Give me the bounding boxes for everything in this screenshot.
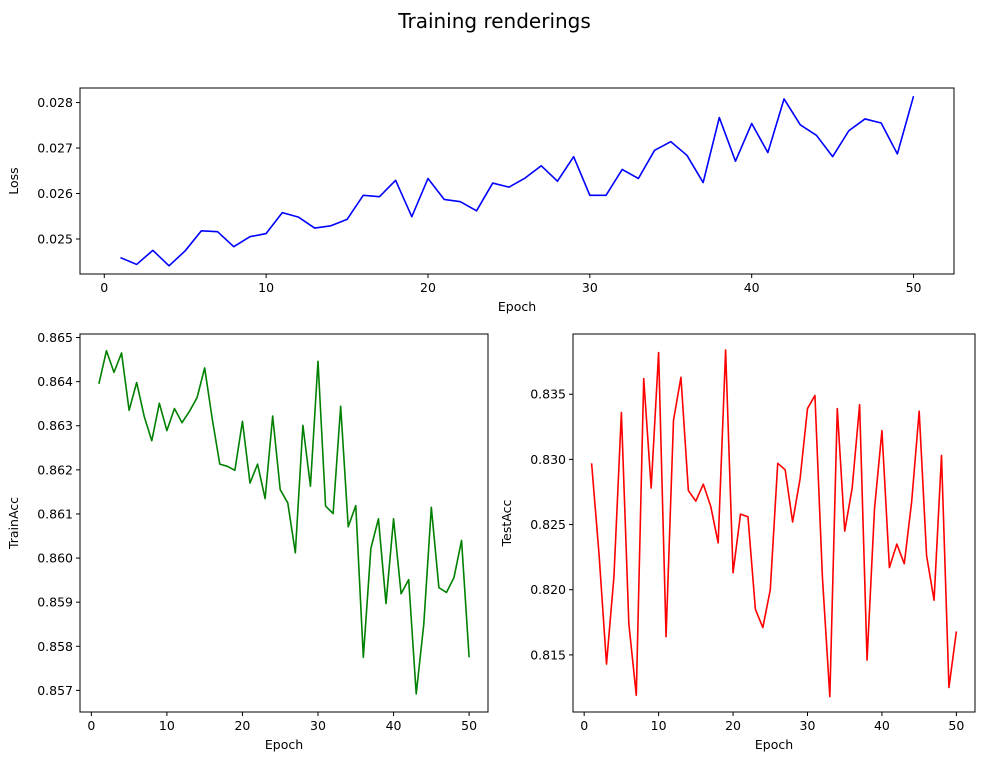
test-acc-xtick-label: 50 bbox=[948, 718, 964, 733]
loss-series-line bbox=[120, 95, 915, 267]
train-acc-xtick-label: 40 bbox=[386, 718, 402, 733]
train-acc-xtick-label: 20 bbox=[234, 718, 250, 733]
test-acc-series-line bbox=[590, 349, 958, 698]
train-acc-ytick-label: 0.860 bbox=[37, 551, 73, 566]
test-acc-ytick-label: 0.825 bbox=[530, 517, 566, 532]
train-acc-ytick-label: 0.858 bbox=[37, 639, 73, 654]
train-acc-xtick-label: 10 bbox=[159, 718, 175, 733]
test-acc-xtick-label: 30 bbox=[800, 718, 816, 733]
train-acc-ytick-label: 0.861 bbox=[37, 506, 73, 521]
test-acc-ylabel: TestAcc bbox=[499, 500, 514, 548]
test-acc-xtick-label: 10 bbox=[651, 718, 667, 733]
test-acc-ytick-label: 0.835 bbox=[530, 387, 566, 402]
loss-ytick-label: 0.026 bbox=[37, 186, 73, 201]
plot-train-acc: 0 10 20 30 40 50 0.857 0.858 0.859 0.860 0.861 0.86… bbox=[6, 330, 489, 752]
loss-xtick-label: 40 bbox=[744, 280, 760, 295]
train-acc-ylabel: TrainAcc bbox=[6, 497, 21, 550]
train-acc-ytick-label: 0.862 bbox=[37, 462, 73, 477]
loss-xtick-label: 0 bbox=[100, 280, 108, 295]
loss-xtick-label: 50 bbox=[906, 280, 922, 295]
loss-ytick-label: 0.025 bbox=[37, 231, 73, 246]
plot-test-acc: 0 10 20 30 40 50 0.815 0.820 0.825 0.830 0.835 Epoc… bbox=[499, 333, 976, 752]
train-acc-xlabel: Epoch bbox=[265, 737, 303, 752]
train-acc-ytick-label: 0.863 bbox=[37, 418, 73, 433]
test-acc-axes-frame bbox=[572, 333, 976, 713]
loss-ytick-label: 0.028 bbox=[37, 95, 73, 110]
test-acc-ytick-label: 0.820 bbox=[530, 582, 566, 597]
train-acc-series-line bbox=[98, 349, 470, 695]
train-acc-ytick-label: 0.857 bbox=[37, 683, 73, 698]
test-acc-xlabel: Epoch bbox=[755, 737, 793, 752]
test-acc-xtick-label: 0 bbox=[580, 718, 588, 733]
loss-xtick-label: 30 bbox=[582, 280, 598, 295]
train-acc-ytick-label: 0.859 bbox=[37, 595, 73, 610]
loss-xlabel: Epoch bbox=[498, 299, 536, 314]
figure-title: Training renderings bbox=[397, 9, 591, 33]
plot-loss: 0 10 20 30 40 50 0.025 0.026 0.027 0.028 Epoch Loss bbox=[6, 87, 955, 314]
loss-ylabel: Loss bbox=[6, 167, 21, 194]
train-acc-ytick-label: 0.865 bbox=[37, 330, 73, 345]
test-acc-xtick-label: 40 bbox=[874, 718, 890, 733]
test-acc-ytick-label: 0.830 bbox=[530, 452, 566, 467]
test-acc-xtick-label: 20 bbox=[725, 718, 741, 733]
loss-ytick-label: 0.027 bbox=[37, 141, 73, 156]
train-acc-ytick-label: 0.864 bbox=[37, 374, 73, 389]
loss-axes-frame bbox=[79, 87, 955, 275]
test-acc-ytick-label: 0.815 bbox=[530, 647, 566, 662]
train-acc-axes-frame bbox=[79, 333, 489, 713]
train-acc-xtick-label: 50 bbox=[461, 718, 477, 733]
train-acc-xtick-label: 0 bbox=[87, 718, 95, 733]
loss-xtick-label: 20 bbox=[420, 280, 436, 295]
train-acc-xtick-label: 30 bbox=[310, 718, 326, 733]
loss-xtick-label: 10 bbox=[258, 280, 274, 295]
